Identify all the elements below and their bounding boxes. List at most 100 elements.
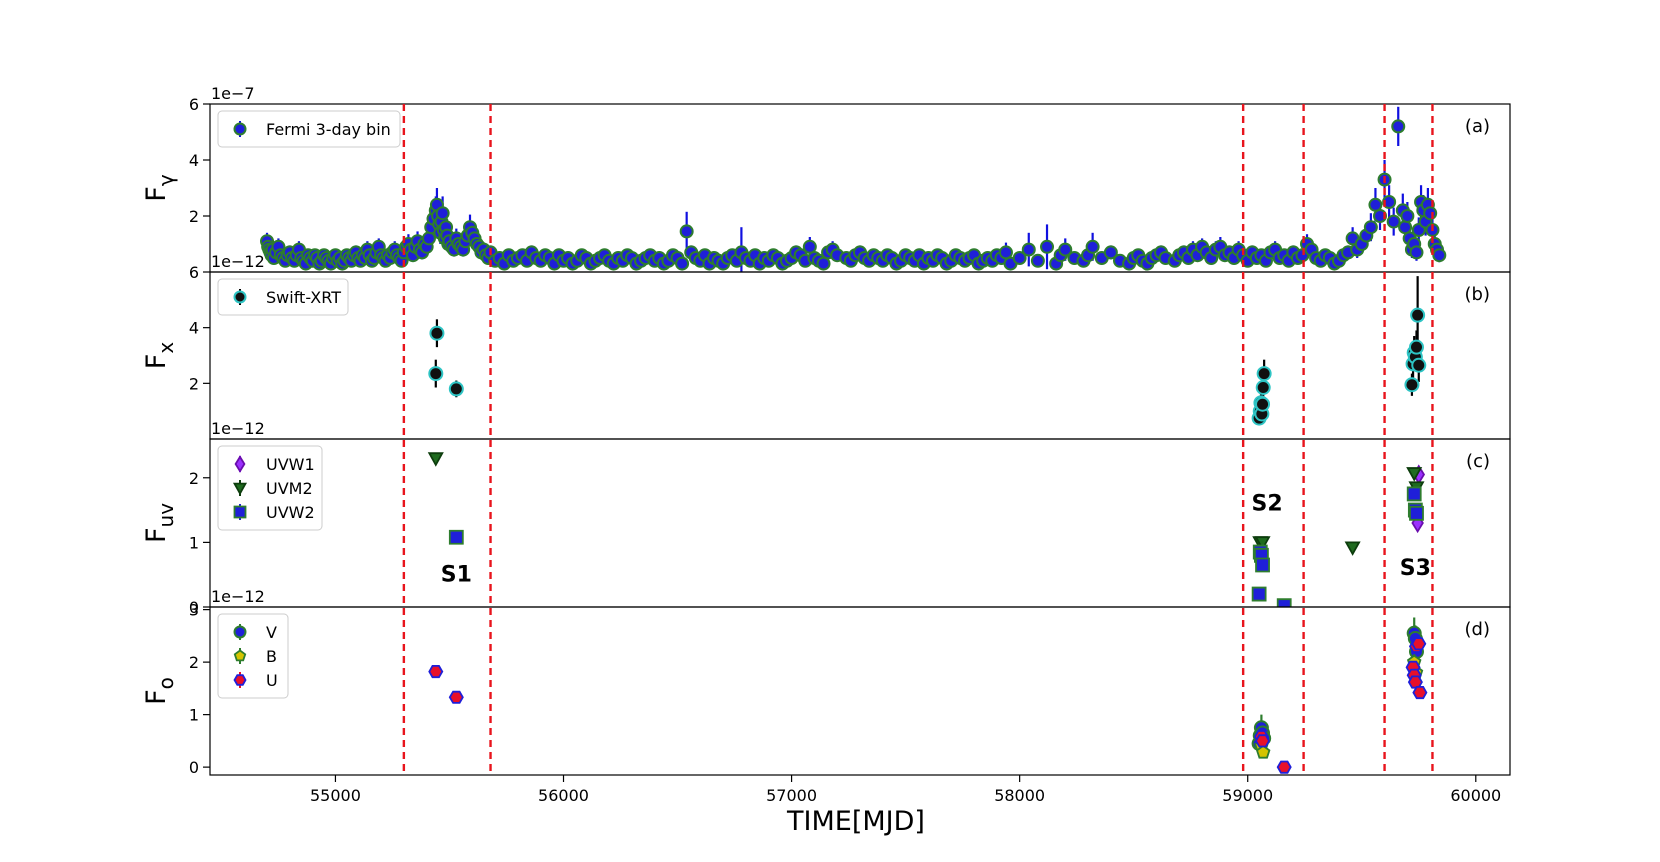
data-point: [1030, 253, 1045, 268]
data-point: [1440, 0, 1452, 6]
data-point: [1436, 0, 1448, 6]
series-u: [428, 637, 1428, 774]
data-point: [1276, 760, 1292, 774]
data-point: [448, 381, 464, 397]
data-point: [1373, 209, 1387, 223]
x-tick-label: 57000: [766, 786, 817, 805]
legend-label: UVW2: [266, 503, 315, 522]
legend-label: UVW1: [266, 455, 315, 474]
data-point: [1408, 339, 1424, 355]
data-point: [1254, 734, 1271, 748]
data-point: [679, 224, 694, 239]
data-point: [802, 239, 817, 254]
y-axis-label: Fγ: [141, 174, 178, 202]
series-uvw1: [1254, 464, 1426, 572]
legend-label: B: [266, 647, 277, 666]
y-tick-label: 1: [189, 706, 199, 725]
legend-label: U: [266, 671, 278, 690]
data-point: [421, 231, 436, 246]
y-tick-label: 2: [189, 653, 199, 672]
panel-d: 0 1 2 3 1e−12 Fo (d) VBU 55000 56000 57000 58000 590…: [141, 587, 1511, 805]
data-point: [1255, 396, 1271, 412]
data-point: [1276, 598, 1292, 607]
series-uvm2: [427, 452, 1425, 556]
data-point: [1398, 220, 1413, 235]
legend-box: [217, 110, 401, 148]
y-axis-label: Fuv: [141, 503, 178, 543]
data-point: [1254, 536, 1271, 551]
region-boundary-lines: [402, 104, 1434, 775]
y-tick-label: 6: [189, 95, 199, 114]
legend-d: VBU: [217, 613, 289, 699]
panels: 2 4 6 1e−7 Fγ (a) Fermi 3-day bin 2 4 6 1e−12 Fx (b)…: [141, 0, 1511, 805]
panel-c: 0 1 2 1e−12 Fuv (c) UVW1 UVM2 UVW2: [141, 419, 1511, 617]
legend-marker: [233, 674, 247, 686]
series-uvw2: [448, 486, 1424, 607]
y-tick-label: 1: [189, 533, 199, 552]
legend-label: Swift-XRT: [266, 288, 341, 307]
y-exponent-label: 1e−12: [211, 419, 265, 438]
x-axis-label: TIME[MJD]: [786, 806, 925, 837]
data-point: [1040, 239, 1055, 254]
data-point: [428, 665, 444, 679]
x-tick-label: 55000: [310, 786, 361, 805]
legend-b: Swift-XRT: [217, 278, 349, 316]
series-b: [1254, 654, 1424, 759]
y-exponent-label: 1e−7: [211, 84, 255, 103]
data-point: [1255, 380, 1271, 396]
data-point: [1386, 214, 1401, 229]
region-label: S3: [1400, 556, 1431, 581]
data-point: [1400, 209, 1415, 223]
y-tick-label: 4: [189, 151, 199, 170]
data-point: [1255, 744, 1271, 759]
region-label: S1: [441, 562, 472, 587]
x-tick-label: 56000: [538, 786, 589, 805]
series-fermi-3-day-bin: [260, 0, 1454, 272]
y-tick-label: 3: [189, 601, 199, 620]
plot-area-a: [260, 0, 1454, 272]
legend-marker: [234, 455, 246, 473]
data-point: [1103, 245, 1118, 260]
data-point: [1442, 0, 1454, 6]
data-point: [1058, 242, 1073, 257]
data-point: [1251, 586, 1267, 602]
series-v: [1251, 617, 1424, 751]
plot-area-d: [428, 617, 1428, 774]
data-point: [1012, 251, 1027, 265]
y-tick-label: 2: [189, 469, 199, 488]
plot-area-b: [428, 276, 1427, 426]
series-swift-xrt: [428, 276, 1427, 426]
x-tick-label: 59000: [1222, 786, 1273, 805]
legend-c: UVW1 UVM2 UVW2: [217, 445, 323, 531]
y-exponent-label: 1e−12: [211, 587, 265, 606]
y-tick-label: 6: [189, 263, 199, 282]
data-point: [448, 529, 464, 545]
legend-label: Fermi 3-day bin: [266, 120, 391, 139]
legend-marker: [233, 505, 247, 519]
data-point: [429, 325, 445, 341]
panel-label: (c): [1466, 451, 1490, 472]
y-tick-label: 0: [189, 598, 199, 617]
data-point: [1344, 541, 1361, 556]
data-point: [1423, 206, 1438, 221]
panel-a: 2 4 6 1e−7 Fγ (a) Fermi 3-day bin: [141, 0, 1511, 273]
data-point: [1409, 245, 1424, 260]
data-point: [816, 256, 831, 271]
data-point: [1363, 220, 1378, 235]
legend-marker: [232, 482, 248, 496]
legend-marker: [233, 649, 247, 662]
panel-b: 2 4 6 1e−12 Fx (b) Swift-XRT: [141, 252, 1511, 440]
data-point: [1391, 119, 1406, 134]
data-point: [1438, 0, 1450, 6]
data-point: [1412, 686, 1428, 700]
x-tick-label: 58000: [994, 786, 1045, 805]
data-point: [1368, 197, 1383, 212]
region-label: S2: [1252, 491, 1283, 516]
data-point: [448, 690, 464, 704]
x-tick-label: 60000: [1450, 786, 1501, 805]
data-point: [1409, 505, 1424, 521]
data-point: [1085, 239, 1100, 254]
y-axis-label: Fo: [141, 677, 178, 705]
legend-label: UVM2: [266, 479, 313, 498]
